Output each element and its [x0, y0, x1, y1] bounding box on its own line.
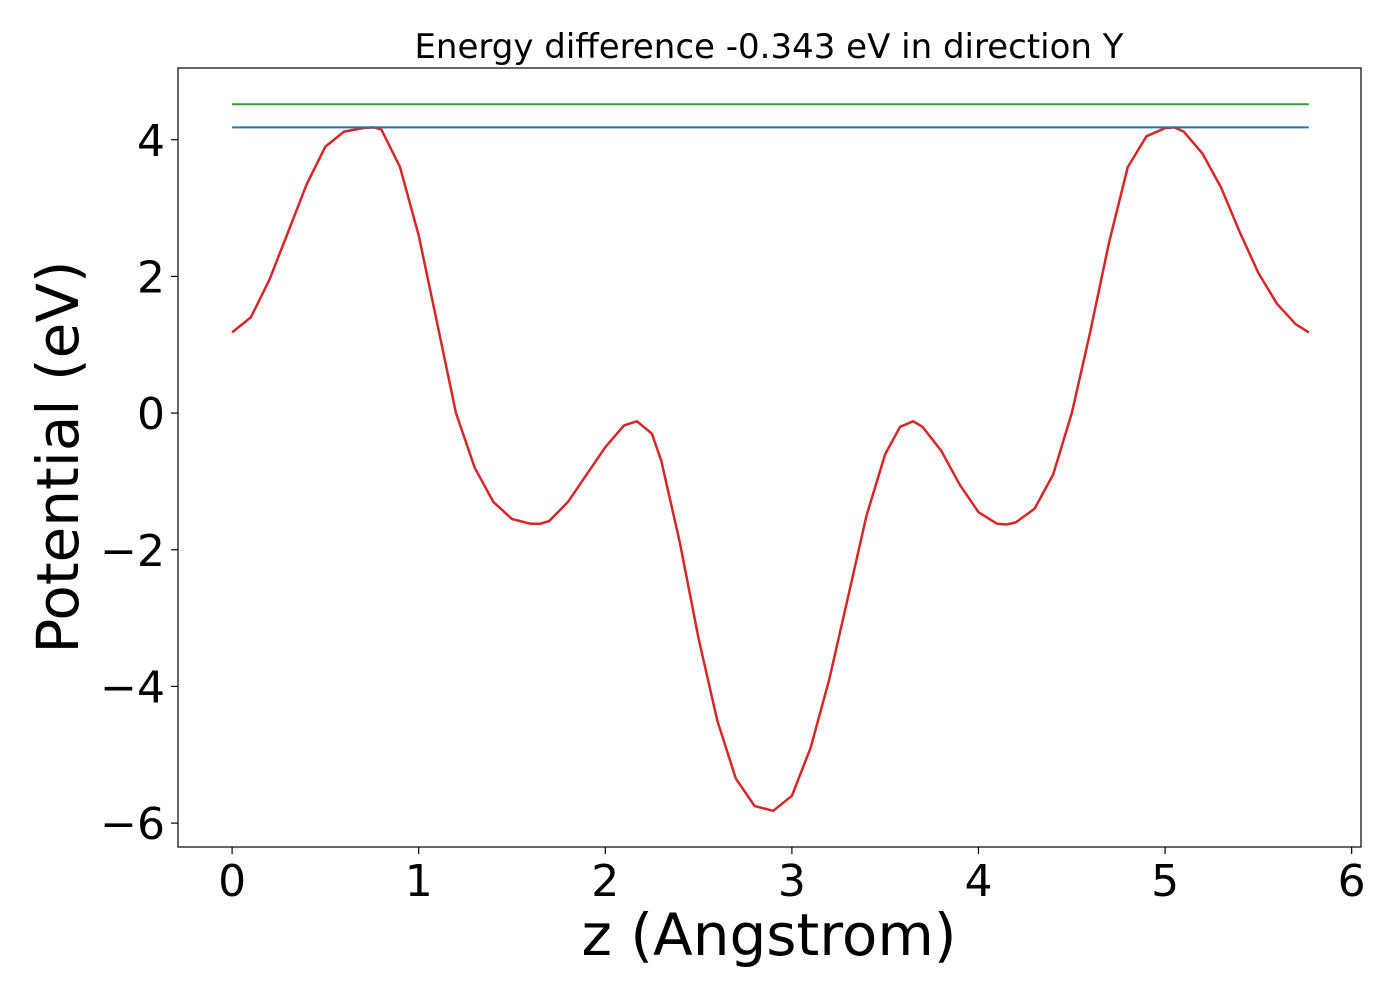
plot-area: [231, 103, 1310, 813]
y-tick-label: −2: [100, 526, 165, 577]
x-tick-label: 2: [591, 856, 619, 907]
y-tick-label: 2: [137, 252, 165, 303]
y-tick-label: −6: [100, 799, 165, 850]
x-tick-label: 1: [405, 856, 433, 907]
y-axis-label: Potential (eV): [24, 260, 92, 653]
x-tick-label: 5: [1151, 856, 1179, 907]
y-axis: 4 2 0 −2 −4 −6: [100, 116, 178, 850]
y-tick-label: 0: [137, 389, 165, 440]
x-tick-label: 4: [964, 856, 992, 907]
y-tick-label: −4: [100, 662, 165, 713]
axes-frame: [177, 67, 1362, 848]
x-tick-label: 3: [778, 856, 806, 907]
x-axis: 0 1 2 3 4 5 6: [218, 847, 1366, 907]
x-tick-label: 6: [1338, 856, 1366, 907]
y-tick-label: 4: [137, 116, 165, 167]
x-tick-label: 0: [218, 856, 246, 907]
series-line-0: [231, 126, 1310, 813]
x-axis-label: z (Angstrom): [582, 901, 957, 969]
chart-title: Energy difference -0.343 eV in direction…: [414, 27, 1123, 67]
